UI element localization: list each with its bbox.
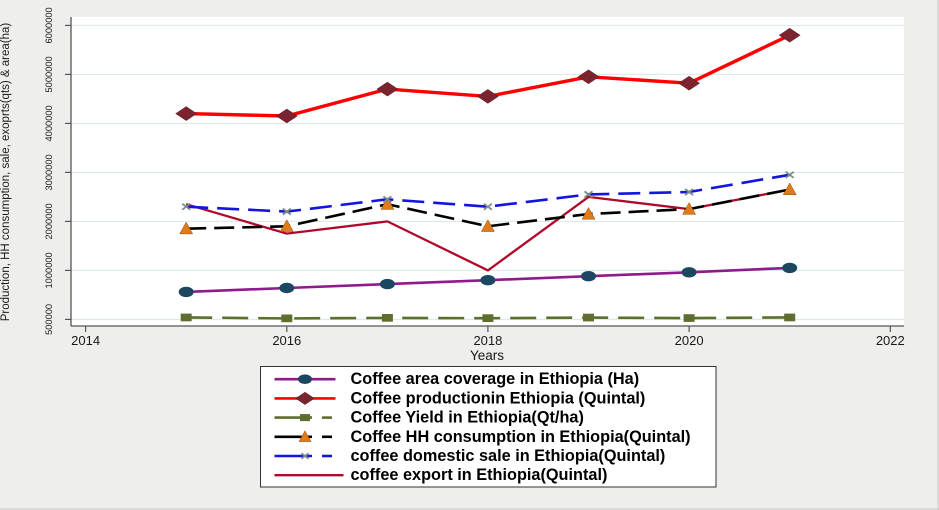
- svg-text:coffee export in Ethiopia(Quin: coffee export in Ethiopia(Quintal): [351, 466, 608, 484]
- svg-text:Production, HH consumption, sa: Production, HH consumption, sale, exoprt…: [0, 23, 12, 322]
- svg-text:5000000: 5000000: [44, 56, 54, 92]
- svg-text:2018: 2018: [473, 333, 502, 348]
- svg-text:500000: 500000: [44, 304, 54, 335]
- svg-text:Coffee area coverage in Ethiop: Coffee area coverage in Ethiopia (Ha): [351, 370, 640, 388]
- svg-text:Coffee productionin Ethiopia (: Coffee productionin Ethiopia (Quintal): [351, 389, 646, 407]
- svg-text:Coffee HH consumption in Ethio: Coffee HH consumption in Ethiopia(Quinta…: [351, 428, 691, 446]
- svg-text:Years: Years: [470, 348, 504, 363]
- svg-text:6000000: 6000000: [44, 7, 54, 43]
- svg-text:4000000: 4000000: [44, 105, 54, 141]
- svg-text:2000000: 2000000: [44, 203, 54, 239]
- svg-text:1000000: 1000000: [44, 252, 54, 288]
- svg-text:Coffee Yield in Ethiopia(Qt/ha: Coffee Yield in Ethiopia(Qt/ha): [351, 409, 584, 427]
- svg-text:coffee domestic sale in Ethiop: coffee domestic sale in Ethiopia(Quintal…: [351, 447, 666, 465]
- svg-text:3000000: 3000000: [44, 154, 54, 190]
- svg-text:2020: 2020: [675, 333, 704, 348]
- svg-text:2016: 2016: [272, 333, 301, 348]
- svg-text:2014: 2014: [71, 333, 100, 348]
- svg-text:2022: 2022: [876, 333, 905, 348]
